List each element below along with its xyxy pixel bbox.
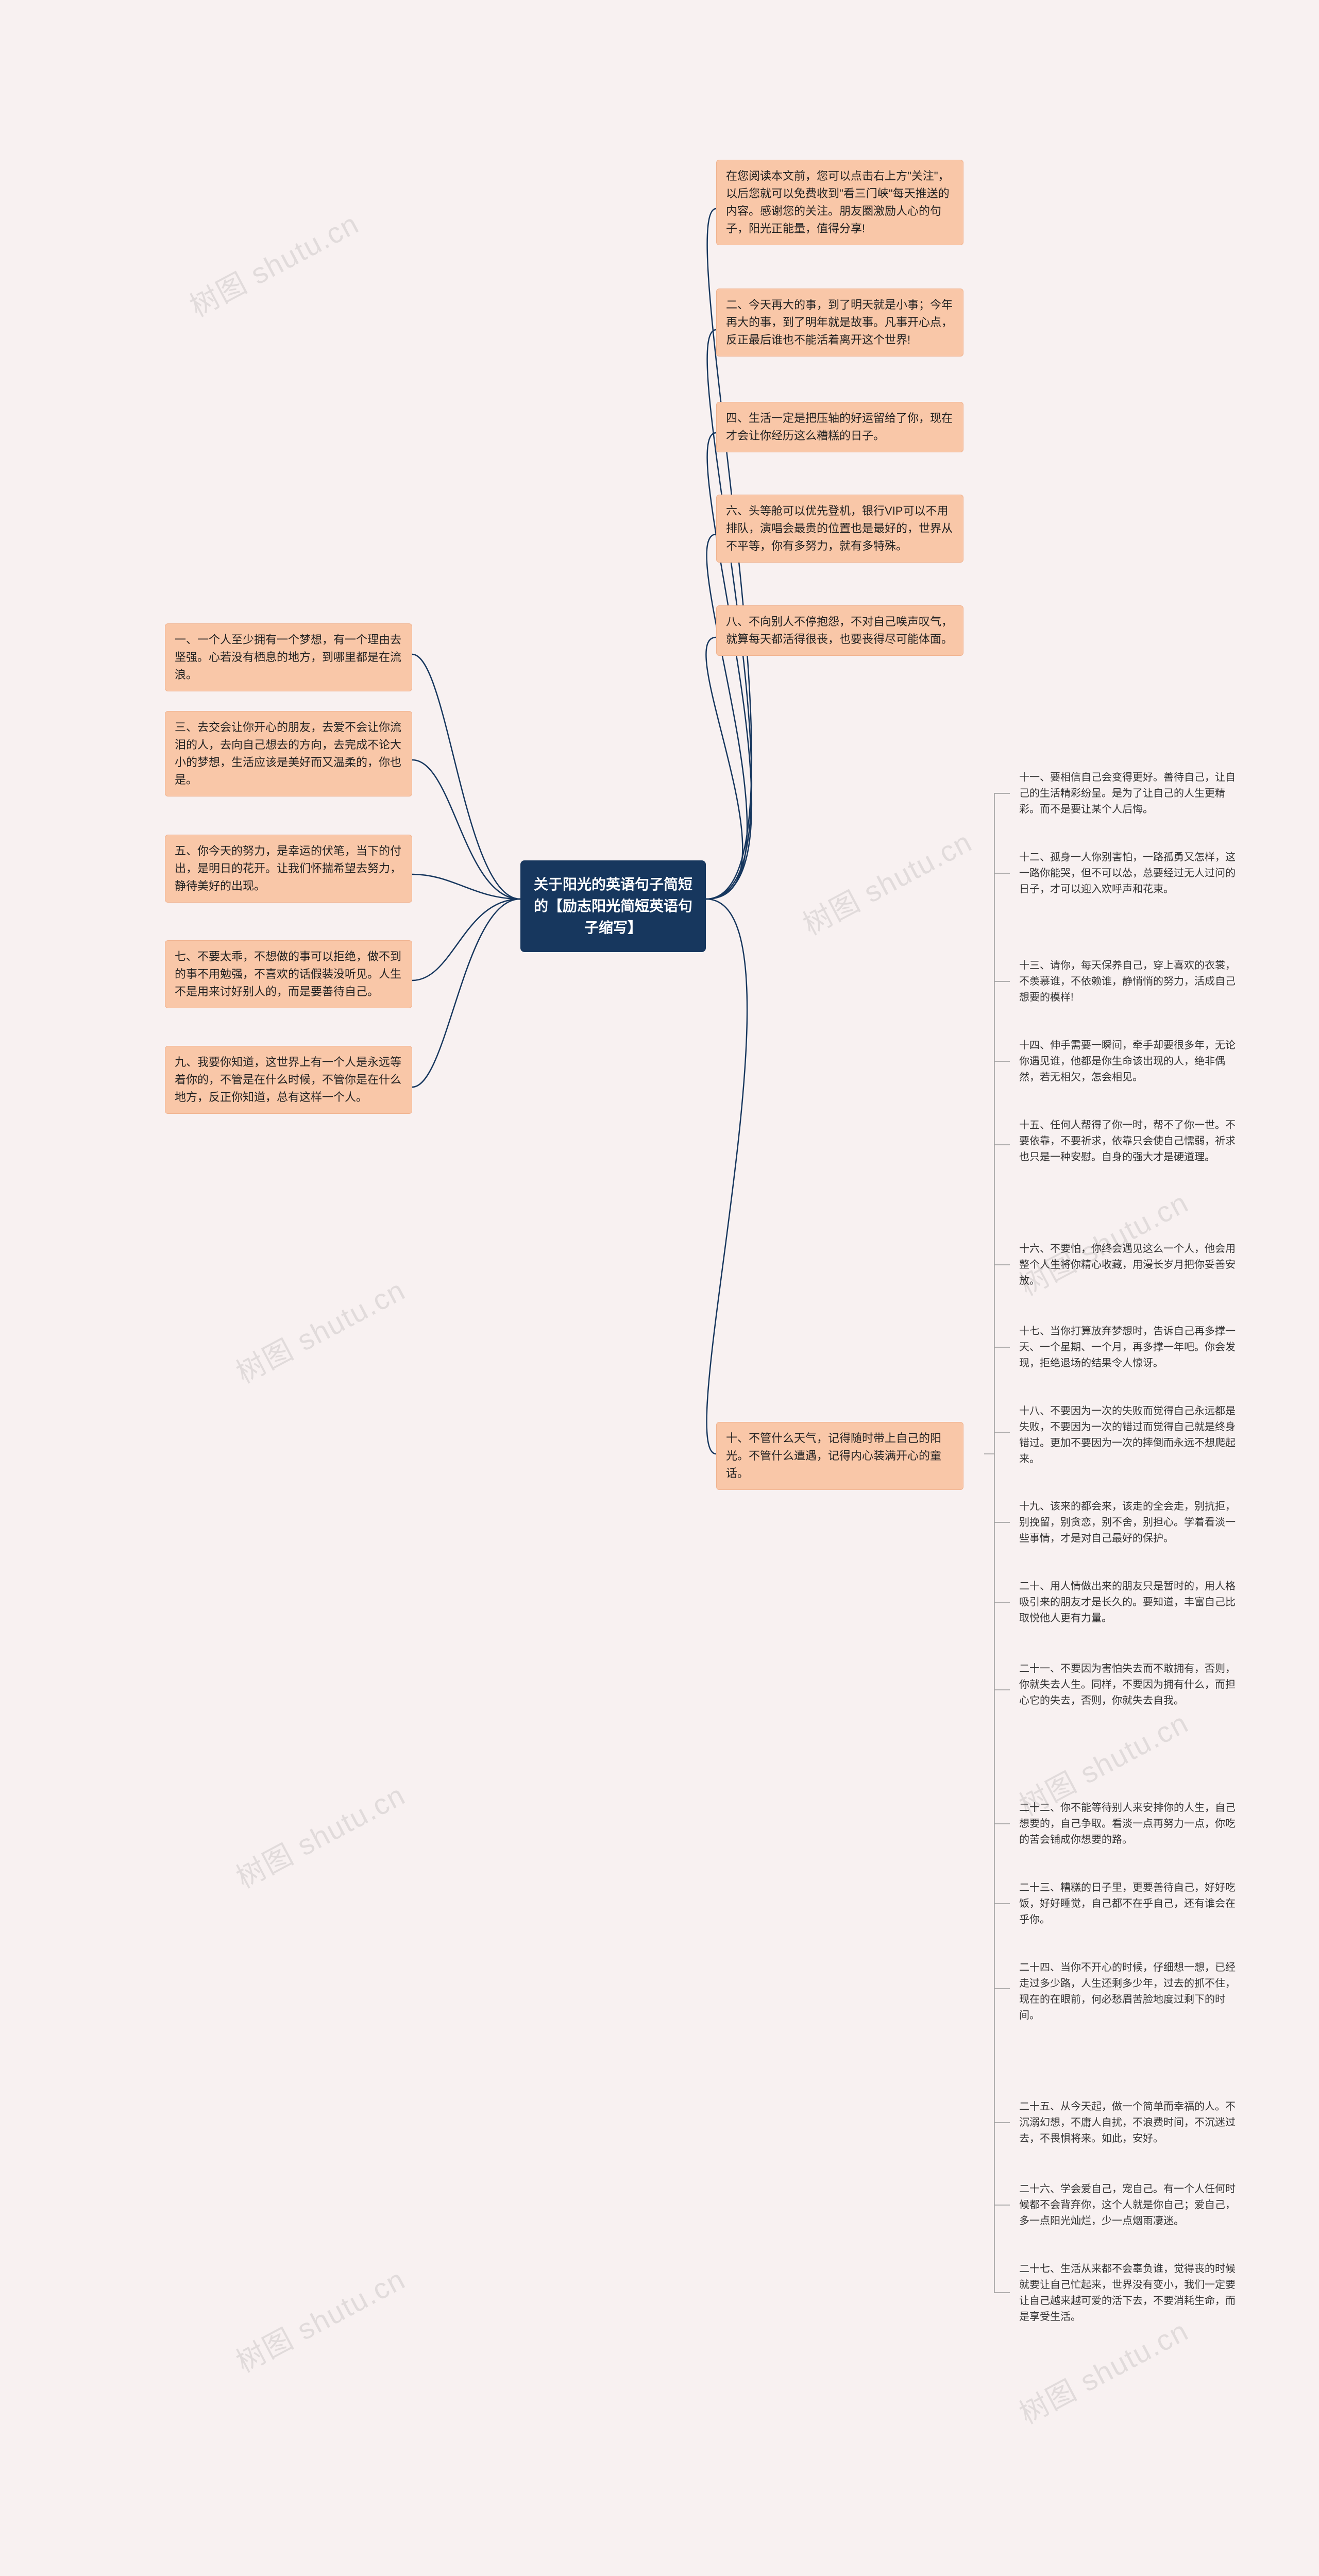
watermark: 树图 shutu.cn bbox=[181, 201, 365, 325]
sub-node-19: 十九、该来的都会来，该走的全会走，别抗拒，别挽留，别贪恋，别不舍，别担心。学着看… bbox=[1010, 1492, 1252, 1554]
left-node-7: 七、不要太乖，不想做的事可以拒绝，做不到的事不用勉强，不喜欢的话假装没听见。人生… bbox=[165, 940, 412, 1008]
right-node-intro: 在您阅读本文前，您可以点击右上方"关注"，以后您就可以免费收到"看三门峡"每天推… bbox=[716, 160, 963, 245]
left-node-5: 五、你今天的努力，是幸运的伏笔，当下的付出，是明日的花开。让我们怀揣希望去努力，… bbox=[165, 835, 412, 903]
sub-node-23: 二十三、糟糕的日子里，更要善待自己，好好吃饭，好好睡觉，自己都不在乎自己，还有谁… bbox=[1010, 1873, 1252, 1935]
sub-node-20: 二十、用人情做出来的朋友只是暂时的，用人格吸引来的朋友才是长久的。要知道，丰富自… bbox=[1010, 1571, 1252, 1634]
right-node-10: 十、不管什么天气，记得随时带上自己的阳光。不管什么遭遇，记得内心装满开心的童话。 bbox=[716, 1422, 963, 1490]
watermark: 树图 shutu.cn bbox=[228, 1772, 412, 1896]
sub-node-12: 十二、孤身一人你别害怕，一路孤勇又怎样，这一路你能哭，但不可以怂，总要经过无人过… bbox=[1010, 842, 1252, 905]
center-node: 关于阳光的英语句子简短的【励志阳光简短英语句子缩写】 bbox=[520, 860, 706, 952]
left-node-9: 九、我要你知道，这世界上有一个人是永远等着你的，不管是在什么时候，不管你是在什么… bbox=[165, 1046, 412, 1114]
left-node-1: 一、一个人至少拥有一个梦想，有一个理由去坚强。心若没有栖息的地方，到哪里都是在流… bbox=[165, 623, 412, 691]
watermark: 树图 shutu.cn bbox=[794, 819, 978, 943]
sub-node-13: 十三、请你，每天保养自己，穿上喜欢的衣裳，不羡慕谁，不依赖谁，静悄悄的努力，活成… bbox=[1010, 951, 1252, 1013]
sub-node-27: 二十七、生活从来都不会辜负谁，觉得丧的时候就要让自己忙起来，世界没有变小，我们一… bbox=[1010, 2254, 1252, 2332]
left-node-3: 三、去交会让你开心的朋友，去爱不会让你流泪的人，去向自己想去的方向，去完成不论大… bbox=[165, 711, 412, 796]
sub-node-11: 十一、要相信自己会变得更好。善待自己，让自己的生活精彩纷呈。是为了让自己的人生更… bbox=[1010, 762, 1252, 825]
sub-node-25: 二十五、从今天起，做一个简单而幸福的人。不沉溺幻想，不庸人自扰，不浪费时间，不沉… bbox=[1010, 2092, 1252, 2154]
right-node-8: 八、不向别人不停抱怨，不对自己唉声叹气，就算每天都活得很丧，也要丧得尽可能体面。 bbox=[716, 605, 963, 656]
sub-node-15: 十五、任何人帮得了你一时，帮不了你一世。不要依靠，不要祈求，依靠只会使自己懦弱，… bbox=[1010, 1110, 1252, 1173]
sub-node-18: 十八、不要因为一次的失败而觉得自己永远都是失败，不要因为一次的错过而觉得自己就是… bbox=[1010, 1396, 1252, 1475]
sub-node-24: 二十四、当你不开心的时候，仔细想一想，已经走过多少路，人生还剩多少年，过去的抓不… bbox=[1010, 1953, 1252, 2031]
right-node-2: 二、今天再大的事，到了明天就是小事；今年再大的事，到了明年就是故事。凡事开心点，… bbox=[716, 289, 963, 357]
sub-node-16: 十六、不要怕，你终会遇见这么一个人，他会用整个人生将你精心收藏，用漫长岁月把你妥… bbox=[1010, 1234, 1252, 1296]
sub-node-14: 十四、伸手需要一瞬间，牵手却要很多年，无论你遇见谁，他都是你生命该出现的人，绝非… bbox=[1010, 1030, 1252, 1093]
sub-node-21: 二十一、不要因为害怕失去而不敢拥有，否则，你就失去人生。同样，不要因为拥有什么，… bbox=[1010, 1654, 1252, 1716]
sub-node-22: 二十二、你不能等待别人来安排你的人生，自己想要的，自己争取。看淡一点再努力一点，… bbox=[1010, 1793, 1252, 1855]
right-node-4: 四、生活一定是把压轴的好运留给了你，现在才会让你经历这么糟糕的日子。 bbox=[716, 402, 963, 452]
watermark: 树图 shutu.cn bbox=[228, 2257, 412, 2381]
right-node-6: 六、头等舱可以优先登机，银行VIP可以不用排队，演唱会最贵的位置也是最好的，世界… bbox=[716, 495, 963, 563]
sub-node-17: 十七、当你打算放弃梦想时，告诉自己再多撑一天、一个星期、一个月，再多撑一年吧。你… bbox=[1010, 1316, 1252, 1379]
sub-node-26: 二十六、学会爱自己，宠自己。有一个人任何时候都不会背弃你，这个人就是你自己；爱自… bbox=[1010, 2174, 1252, 2236]
watermark: 树图 shutu.cn bbox=[228, 1267, 412, 1392]
